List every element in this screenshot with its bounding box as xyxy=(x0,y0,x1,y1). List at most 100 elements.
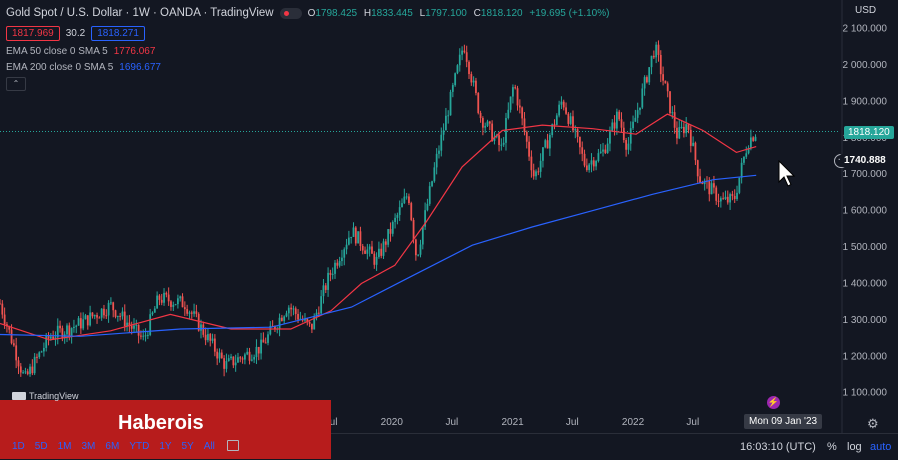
candle-body xyxy=(650,55,653,68)
range-1y[interactable]: 1Y xyxy=(159,441,172,452)
candle-body xyxy=(352,227,355,237)
close-key: C xyxy=(473,7,481,19)
change-value: +19.695 (+1.10%) xyxy=(529,7,610,19)
candle-body xyxy=(241,358,244,360)
candle-body xyxy=(364,250,366,254)
candle-body xyxy=(31,366,34,374)
candle-body xyxy=(220,352,223,359)
indicator-ema50[interactable]: EMA 50 close 0 SMA 5 1776.067 xyxy=(6,46,613,57)
candle-body xyxy=(223,358,226,369)
candle-body xyxy=(324,285,327,290)
candle-body xyxy=(313,315,316,330)
candle-body xyxy=(114,310,117,317)
candle-body xyxy=(79,318,82,329)
candle-body xyxy=(207,334,209,341)
range-all[interactable]: All xyxy=(203,441,215,452)
percent-scale-toggle[interactable]: % xyxy=(827,441,837,453)
candle-body xyxy=(232,356,235,366)
sell-button[interactable]: 1817.969 xyxy=(6,26,60,41)
candle-body xyxy=(156,295,159,309)
candle-body xyxy=(193,311,195,314)
candle-body xyxy=(315,312,318,316)
candle-body xyxy=(61,328,64,339)
candle-body xyxy=(530,156,533,171)
open-value: 1798.425 xyxy=(315,7,358,19)
time-axis-label: Jul xyxy=(566,417,579,428)
ema50-line xyxy=(0,113,757,341)
gear-icon[interactable]: ⚙ xyxy=(867,416,879,431)
candle-body xyxy=(671,112,674,114)
log-scale-toggle[interactable]: log xyxy=(847,441,862,453)
candle-body xyxy=(186,309,189,314)
crosshair-date-tag: Mon 09 Jan '23 xyxy=(744,414,823,429)
candle-body xyxy=(666,83,669,92)
candle-body xyxy=(542,147,544,161)
candle-body xyxy=(717,200,720,202)
candle-body xyxy=(137,324,140,336)
candle-body xyxy=(47,335,50,339)
candle-body xyxy=(93,314,96,317)
candle-body xyxy=(611,122,614,131)
mouse-cursor-icon xyxy=(778,160,796,187)
candle-body xyxy=(454,73,457,86)
symbol-title[interactable]: Gold Spot / U.S. Dollar · 1W · OANDA · T… xyxy=(6,7,274,19)
collapse-legend-button[interactable]: ⌃ xyxy=(6,77,26,91)
candle-body xyxy=(532,170,535,177)
range-1m[interactable]: 1M xyxy=(57,441,72,452)
candle-body xyxy=(22,372,25,374)
candle-body xyxy=(317,312,320,314)
candle-body xyxy=(553,124,556,126)
candle-body xyxy=(12,343,15,346)
candle-body xyxy=(722,198,725,200)
candle-body xyxy=(209,334,212,341)
time-axis-label: Jul xyxy=(686,417,699,428)
candle-body xyxy=(278,317,281,329)
range-5y[interactable]: 5Y xyxy=(181,441,194,452)
candle-body xyxy=(634,117,637,122)
candle-body xyxy=(440,134,443,151)
range-ytd[interactable]: YTD xyxy=(129,441,150,452)
indicator-ema200[interactable]: EMA 200 close 0 SMA 5 1696.677 xyxy=(6,62,613,73)
range-1d[interactable]: 1D xyxy=(12,441,25,452)
calendar-icon[interactable] xyxy=(227,440,239,451)
candle-body xyxy=(518,105,521,108)
market-status-toggle[interactable] xyxy=(279,7,302,19)
candle-body xyxy=(105,315,108,317)
candle-body xyxy=(190,312,193,314)
candle-body xyxy=(40,351,43,353)
range-3m[interactable]: 3M xyxy=(81,441,96,452)
candle-body xyxy=(119,315,122,317)
lightning-icon[interactable]: ⚡ xyxy=(767,396,780,409)
candle-body xyxy=(565,107,567,114)
candle-body xyxy=(338,261,341,266)
candle-body xyxy=(738,177,741,193)
candle-body xyxy=(297,313,299,320)
candle-body xyxy=(246,351,249,355)
candle-body xyxy=(696,160,699,177)
candle-body xyxy=(230,356,232,359)
range-5d[interactable]: 5D xyxy=(34,441,48,452)
currency-label[interactable]: USD xyxy=(855,5,877,16)
candle-body xyxy=(488,121,491,124)
candle-body xyxy=(724,196,727,199)
candle-body xyxy=(225,361,228,369)
auto-scale-toggle[interactable]: auto xyxy=(870,441,892,453)
buy-button[interactable]: 1818.271 xyxy=(91,26,145,41)
candle-body xyxy=(202,324,205,335)
candle-body xyxy=(19,366,22,373)
candle-body xyxy=(86,315,89,326)
candle-body xyxy=(604,149,607,153)
candle-body xyxy=(678,127,681,139)
utc-clock[interactable]: 16:03:10 (UTC) xyxy=(740,441,816,453)
candle-body xyxy=(329,272,332,275)
candle-body xyxy=(133,325,135,329)
candle-body xyxy=(287,307,290,314)
range-6m[interactable]: 6M xyxy=(105,441,120,452)
candle-body xyxy=(304,318,306,321)
candle-body xyxy=(29,366,31,375)
candle-body xyxy=(627,143,630,150)
candle-body xyxy=(160,299,163,303)
